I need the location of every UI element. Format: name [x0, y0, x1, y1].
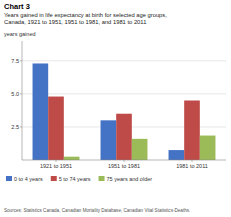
legend-swatch — [99, 176, 105, 181]
bar — [48, 97, 64, 160]
bar — [132, 139, 148, 160]
x-tick-label: 1921 to 1951 — [40, 163, 72, 169]
bar — [116, 114, 132, 160]
grid-line — [22, 93, 226, 94]
legend-swatch — [6, 176, 12, 181]
subtitle: Years gained in life expectancy at birth… — [4, 12, 167, 18]
subtitle: Canada, 1921 to 1951, 1951 to 1981, and … — [4, 19, 146, 25]
legend-label: 0 to 4 years — [14, 176, 43, 182]
title: Chart 3 — [4, 2, 30, 11]
x-tick — [56, 160, 57, 162]
y-tick-label: 2.5 — [11, 124, 19, 130]
bar — [33, 63, 49, 160]
x-tick — [192, 160, 193, 162]
y-axis-label: years gained — [4, 31, 36, 37]
bar — [184, 101, 200, 161]
legend-swatch — [51, 176, 57, 181]
x-tick-label: 1951 to 1981 — [108, 163, 140, 169]
y-tick-label: 5.0 — [11, 91, 19, 97]
grid-line — [22, 60, 226, 61]
y-tick-label: 7.5 — [11, 58, 19, 64]
bar — [64, 157, 80, 160]
legend: 0 to 4 years 5 to 74 years 75 years and ol… — [6, 176, 152, 182]
y-axis-line — [22, 41, 23, 160]
annotation: Sources: Statistics Canada, Canadian Mor… — [4, 208, 190, 213]
legend-label: 5 to 74 years — [59, 176, 91, 182]
x-tick — [124, 160, 125, 162]
bar — [200, 136, 216, 160]
bar — [101, 120, 117, 160]
bars — [33, 63, 216, 160]
legend-label: 75 years and older — [107, 176, 153, 182]
chart: Chart 3Years gained in life expectancy a… — [0, 0, 231, 217]
x-tick-label: 1981 to 2011 — [176, 163, 208, 169]
bar — [169, 150, 185, 160]
